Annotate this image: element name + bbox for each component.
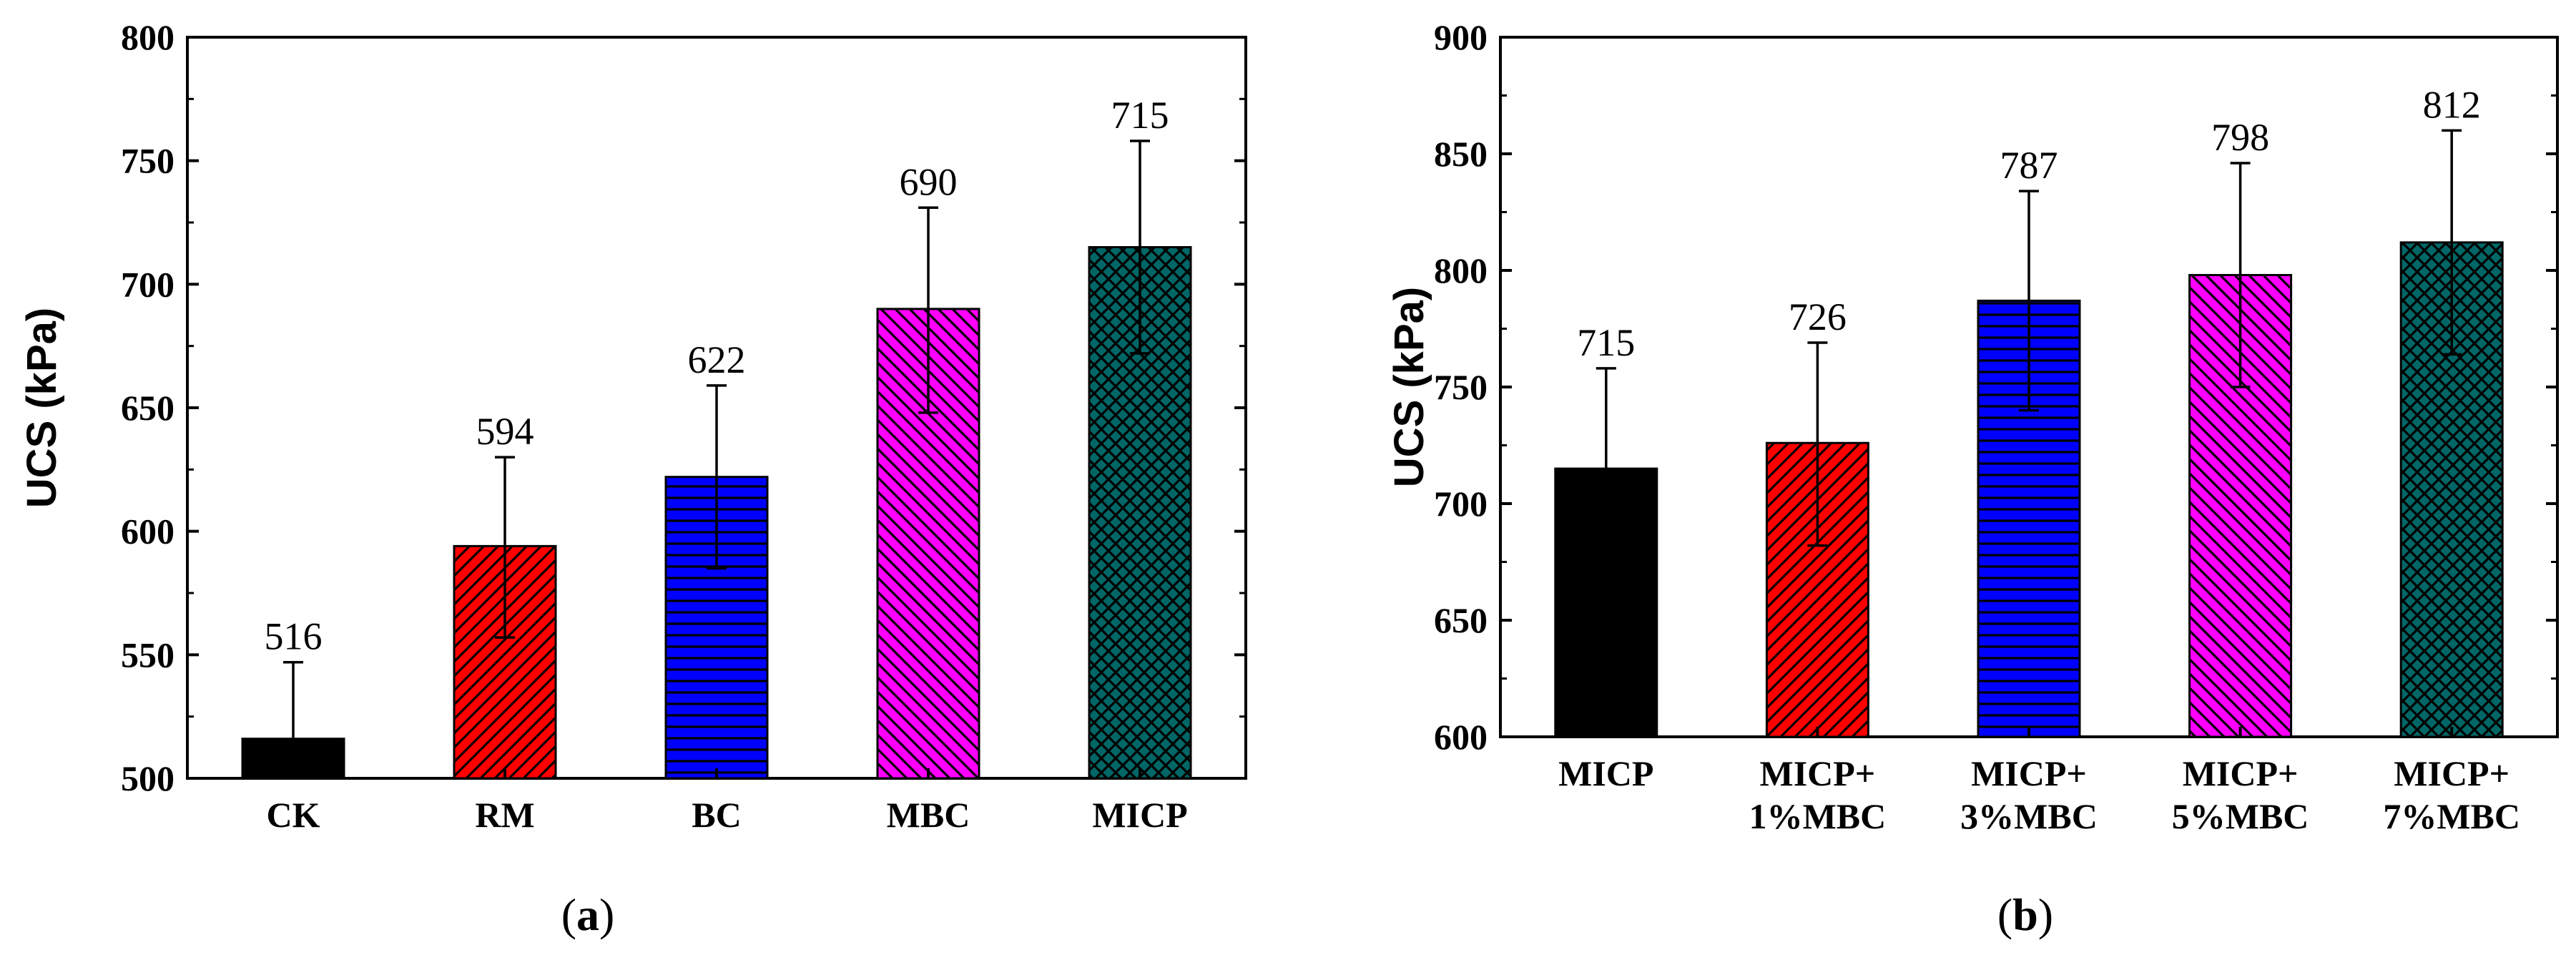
y-tick-label: 900 [1434,17,1488,57]
x-tick-label: MICP [1558,753,1653,793]
bar-micp [1554,467,1658,738]
panel-b-label: (b) [1997,889,2053,940]
data-label: 798 [2211,116,2269,159]
data-label: 715 [1577,321,1635,364]
y-tick-label: 850 [1434,134,1488,174]
panel-b-chart: 600 650 700 750 800 850 900 UCS (kPa) 715 MICP 726… [1386,17,2559,836]
y-tick-label: 600 [121,511,174,552]
x-tick-label: RM [475,795,534,835]
y-tick-label: 800 [121,17,174,57]
data-label: 594 [476,410,534,453]
y-tick-label: 750 [1434,367,1488,407]
data-label: 787 [2000,144,2058,187]
x-tick-label: 7%MBC [2383,796,2520,836]
y-axis-label: UCS (kPa) [19,308,65,508]
x-tick-label: CK [267,795,320,835]
x-tick-label: MBC [887,795,970,835]
data-label: 622 [688,338,746,381]
y-tick-label: 700 [1434,484,1488,524]
x-tick-label: 3%MBC [1960,796,2098,836]
x-tick-label: MICP+ [2183,753,2299,793]
y-axis-label: UCS (kPa) [1386,287,1432,487]
y-tick-label: 750 [121,141,174,181]
x-tick-label: 1%MBC [1749,796,1887,836]
x-tick-label: MICP [1092,795,1187,835]
y-tick-label: 800 [1434,250,1488,290]
x-tick-label: MICP+ [1760,753,1876,793]
y-tick-label: 700 [121,264,174,304]
data-label: 516 [265,615,323,658]
x-tick-label: 5%MBC [2172,796,2309,836]
y-tick-label: 600 [1434,717,1488,757]
data-label: 715 [1111,94,1169,137]
x-tick-label: BC [692,795,741,835]
x-tick-label: MICP+ [1971,753,2087,793]
panel-a-label: (a) [561,889,615,940]
y-tick-label: 550 [121,635,174,675]
data-label: 726 [1789,295,1847,338]
data-label: 812 [2423,83,2481,126]
y-tick-label: 650 [121,388,174,428]
data-label: 690 [900,160,958,203]
x-tick-label: MICP+ [2394,753,2509,793]
panel-a-chart: 500 550 600 650 700 750 800 UCS (kPa) 516 CK 594 RM… [19,17,1247,835]
y-tick-label: 500 [121,758,174,798]
y-tick-label: 650 [1434,600,1488,640]
